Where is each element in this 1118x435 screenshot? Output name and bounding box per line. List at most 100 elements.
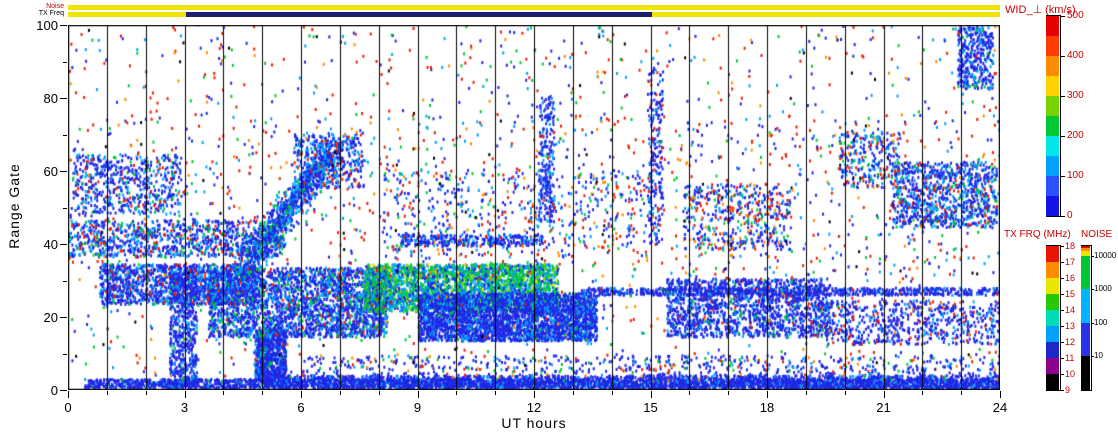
wid-colorbar-tick-label: 400	[1067, 50, 1084, 61]
wid-colorbar-segment	[1046, 156, 1059, 176]
y-axis-tick	[60, 98, 67, 99]
txfrq-colorbar-tick-label: 17	[1065, 257, 1076, 267]
noise-colorbar-tick	[1091, 289, 1094, 291]
noise-colorbar-tick	[1091, 256, 1094, 258]
txfrq-colorbar-segment	[1046, 310, 1059, 326]
wid-colorbar-tick	[1061, 16, 1065, 17]
wid-colorbar-tick	[1061, 136, 1065, 137]
txfrq-colorbar-tick	[1061, 246, 1064, 247]
txfrq-colorbar-tick-label: 16	[1065, 273, 1076, 283]
y-axis-tick-label: 40	[43, 237, 58, 252]
y-axis-minor-tick	[63, 207, 67, 209]
noise-colorbar-segment	[1081, 289, 1090, 324]
x-axis-minor-tick	[728, 391, 730, 395]
noise-colorbar-title: NOISE	[1081, 229, 1113, 240]
x-axis-minor-tick	[106, 391, 108, 395]
wid-colorbar-tick-label: 100	[1067, 170, 1084, 181]
wid-colorbar-tick	[1061, 216, 1065, 217]
txfrq-colorbar-tick	[1061, 342, 1064, 343]
txfrq-colorbar-tick-label: 18	[1065, 241, 1076, 251]
x-axis-tick	[534, 391, 535, 398]
txfrq-colorbar-tick	[1061, 358, 1064, 359]
txfrq-colorbar-segment	[1046, 358, 1059, 374]
txfrq-colorbar-segment	[1046, 342, 1059, 358]
rti-data-canvas	[68, 25, 1000, 390]
txfrq-colorbar-tick	[1061, 374, 1064, 375]
noise-colorbar-tick-label: 100	[1094, 318, 1108, 328]
txfrq-colorbar-tick-label: 13	[1065, 321, 1076, 331]
noise-colorbar-segment	[1081, 251, 1090, 257]
x-axis-minor-tick	[689, 391, 691, 395]
y-axis-tick	[60, 390, 67, 391]
y-axis-minor-tick	[63, 280, 67, 282]
x-axis-tick	[883, 391, 885, 398]
txfrq-colorbar-tick-label: 9	[1065, 385, 1071, 395]
x-axis-tick-label: 18	[759, 400, 775, 415]
y-axis-tick-label: 60	[43, 164, 58, 179]
noise-colorbar-tick	[1091, 323, 1094, 325]
y-axis-minor-tick	[63, 61, 67, 63]
noise-colorbar-segment	[1081, 256, 1090, 290]
x-axis-minor-tick	[805, 391, 807, 395]
wid-colorbar-segment	[1046, 136, 1059, 156]
txfrq-colorbar-tick	[1061, 326, 1064, 327]
txfrq-colorbar-tick-label: 12	[1065, 337, 1076, 347]
wid-colorbar-tick-label: 500	[1067, 10, 1084, 21]
x-axis-tick	[767, 391, 768, 398]
x-axis-minor-tick	[456, 391, 458, 395]
txfrq-colorbar-tick	[1061, 278, 1064, 279]
txfrq-colorbar-segment	[1046, 246, 1059, 262]
x-axis-minor-tick	[611, 391, 613, 395]
txfrq-colorbar-tick	[1061, 294, 1064, 295]
wid-colorbar-title: WID_⊥ (km/s)	[1005, 4, 1076, 16]
noise-colorbar-segment	[1081, 323, 1090, 357]
y-axis-tick	[60, 317, 67, 318]
wid-colorbar-segment	[1046, 16, 1059, 36]
x-axis-tick-label: 9	[413, 400, 422, 415]
x-axis-tick	[417, 391, 419, 398]
x-axis-minor-tick	[145, 391, 147, 395]
wid-colorbar-segment	[1046, 176, 1059, 196]
x-axis-tick	[184, 391, 186, 398]
y-axis-tick	[60, 25, 67, 26]
wid-colorbar-tick-label: 0	[1067, 210, 1073, 221]
txfrq-colorbar-tick	[1061, 262, 1064, 263]
noise-strip-segment	[68, 5, 1000, 10]
y-axis-tick	[60, 244, 67, 245]
txfrq-colorbar-tick-label: 14	[1065, 305, 1076, 315]
x-axis-tick-label: 6	[297, 400, 305, 415]
x-axis-tick	[1000, 391, 1001, 398]
x-axis-tick	[301, 391, 302, 398]
x-axis-tick	[68, 391, 69, 398]
noise-colorbar-segment	[1081, 248, 1090, 252]
txfreq-strip-segment	[68, 12, 187, 17]
wid-colorbar-tick-label: 200	[1067, 130, 1084, 141]
x-axis-tick-label: 0	[64, 400, 72, 415]
noise-colorbar-segment	[1081, 356, 1090, 390]
noise-strip-row-label: Noise	[46, 3, 64, 10]
txfrq-colorbar-tick	[1061, 390, 1064, 391]
wid-colorbar-tick-label: 300	[1067, 90, 1084, 101]
noise-colorbar-tick-label: 10000	[1094, 251, 1117, 261]
y-axis-minor-tick	[63, 353, 67, 355]
x-axis-minor-tick	[378, 391, 380, 395]
txfrq-colorbar-title: TX FRQ (MHz)	[1004, 229, 1071, 240]
x-axis-title: UT hours	[501, 415, 567, 431]
txfrq-colorbar-tick	[1061, 310, 1064, 311]
wid-colorbar-tick	[1061, 96, 1065, 97]
txfrq-colorbar-segment	[1046, 278, 1059, 294]
y-axis-minor-tick	[63, 134, 67, 136]
x-axis-minor-tick	[961, 391, 963, 395]
wid-colorbar-segment	[1046, 96, 1059, 116]
wid-colorbar-segment	[1046, 116, 1059, 136]
x-axis-minor-tick	[223, 391, 225, 395]
txfrq-colorbar-segment	[1046, 374, 1059, 390]
txfreq-strip-segment	[652, 12, 1000, 17]
wid-colorbar-segment	[1046, 76, 1059, 96]
wid-colorbar-segment	[1046, 196, 1059, 216]
x-axis-tick-label: 15	[643, 400, 658, 415]
x-axis-minor-tick	[262, 391, 264, 395]
x-axis-minor-tick	[922, 391, 924, 395]
txfrq-colorbar-tick-label: 11	[1065, 353, 1075, 363]
wid-colorbar-tick	[1061, 176, 1065, 177]
